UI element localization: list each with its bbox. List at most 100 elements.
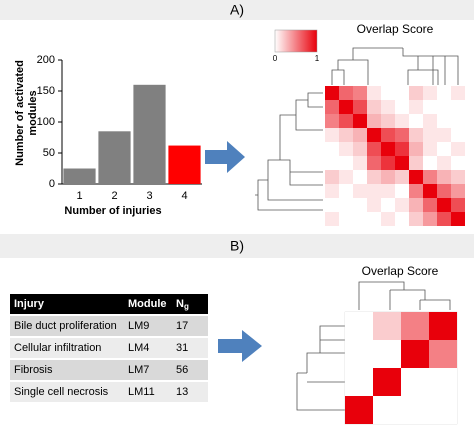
dendrogram xyxy=(358,281,451,310)
bar xyxy=(133,84,166,184)
heatmap-cell xyxy=(401,396,429,424)
heatmap-cell xyxy=(395,100,409,114)
table-row-bg xyxy=(10,382,208,402)
heatmap-cell xyxy=(395,114,409,128)
heatmap-cell xyxy=(409,100,423,114)
heatmap-cell xyxy=(395,198,409,212)
heatmap-cell xyxy=(409,128,423,142)
x-axis-title: Number of injuries xyxy=(64,205,161,217)
heatmap-cell xyxy=(451,100,465,114)
table-cell: 56 xyxy=(176,364,188,376)
heatmap-cell xyxy=(345,312,373,340)
heatmap-cell xyxy=(437,184,451,198)
heatmap-cell xyxy=(437,212,451,226)
panel-band xyxy=(0,0,474,20)
heatmap-cell xyxy=(367,198,381,212)
heatmap-cell xyxy=(325,170,339,184)
heatmap-cell xyxy=(367,142,381,156)
heatmap-cell xyxy=(423,86,437,100)
table-cell: 17 xyxy=(176,320,188,332)
heatmap-cell xyxy=(367,156,381,170)
heatmap-cell xyxy=(373,340,401,368)
heatmap-cell xyxy=(451,142,465,156)
heatmap-cell xyxy=(395,128,409,142)
heatmap-cell xyxy=(373,396,401,424)
heatmap-cell xyxy=(395,142,409,156)
heatmap-cell xyxy=(381,212,395,226)
heatmap-cell xyxy=(423,128,437,142)
x-tick-label: 4 xyxy=(181,190,187,202)
heatmap-cell xyxy=(339,142,353,156)
heatmap-cell xyxy=(395,170,409,184)
arrow xyxy=(205,141,245,173)
heatmap-cell xyxy=(353,114,367,128)
y-axis-title: Number of activated modules xyxy=(14,60,39,166)
heatmap-cell xyxy=(345,340,373,368)
bar xyxy=(63,168,96,184)
heatmap-cell xyxy=(325,142,339,156)
heatmap-cell xyxy=(381,142,395,156)
heatmap-cell xyxy=(429,312,457,340)
dendrogram xyxy=(296,325,345,411)
heatmap-cell xyxy=(353,198,367,212)
heatmap-cell xyxy=(381,100,395,114)
heatmap-cell xyxy=(423,198,437,212)
heatmap-cell xyxy=(409,114,423,128)
heatmap-cell xyxy=(423,156,437,170)
y-tick-label: 100 xyxy=(37,116,55,128)
heatmap-cell xyxy=(367,184,381,198)
heatmap-cell xyxy=(451,198,465,212)
dendrogram xyxy=(255,92,323,211)
table-cell: Single cell necrosis xyxy=(14,386,109,398)
heatmap-cell xyxy=(339,114,353,128)
table-cell: LM7 xyxy=(128,364,149,376)
table-cell: 13 xyxy=(176,386,188,398)
heatmap-cell xyxy=(381,198,395,212)
heatmap-cell xyxy=(367,86,381,100)
heatmap-cell xyxy=(437,156,451,170)
heatmap-cell xyxy=(381,128,395,142)
heatmap-cell xyxy=(345,368,373,396)
heatmap-cell xyxy=(409,86,423,100)
heatmap-cell xyxy=(437,100,451,114)
heatmap-cell xyxy=(339,212,353,226)
heatmap-cell xyxy=(423,142,437,156)
heatmap-cell xyxy=(345,396,373,424)
heatmap-cell xyxy=(353,100,367,114)
heatmap-cell xyxy=(429,396,457,424)
heatmap-cell xyxy=(437,198,451,212)
heatmap-cell xyxy=(325,212,339,226)
heatmap-cell xyxy=(451,86,465,100)
heatmap-cell xyxy=(325,86,339,100)
y-tick-label: 150 xyxy=(37,85,55,97)
heatmap-cell xyxy=(339,86,353,100)
heatmap-cell xyxy=(423,170,437,184)
table-header-bg xyxy=(10,294,208,314)
heatmap-cell xyxy=(381,170,395,184)
heatmap-cell xyxy=(451,128,465,142)
heatmap-cell xyxy=(409,198,423,212)
heatmap-cell xyxy=(353,128,367,142)
heatmap-cell xyxy=(367,170,381,184)
heatmap-cell xyxy=(367,128,381,142)
heatmap-cell xyxy=(451,184,465,198)
heatmap-cell xyxy=(325,156,339,170)
heatmap-cell xyxy=(409,170,423,184)
heatmap-cell xyxy=(409,184,423,198)
heatmap-cell xyxy=(353,184,367,198)
heatmap-cell xyxy=(353,156,367,170)
table-header: Ng xyxy=(176,298,189,311)
y-tick-label: 200 xyxy=(37,54,55,66)
heatmap-cell xyxy=(339,170,353,184)
heatmap-cell xyxy=(381,184,395,198)
heatmap-cell xyxy=(401,312,429,340)
heatmap-cell xyxy=(401,340,429,368)
heatmap-title: Overlap Score xyxy=(357,22,434,36)
panel-label: B) xyxy=(230,238,244,254)
heatmap-cell xyxy=(395,212,409,226)
heatmap-cell xyxy=(429,340,457,368)
heatmap-cell xyxy=(423,100,437,114)
heatmap-cell xyxy=(325,100,339,114)
